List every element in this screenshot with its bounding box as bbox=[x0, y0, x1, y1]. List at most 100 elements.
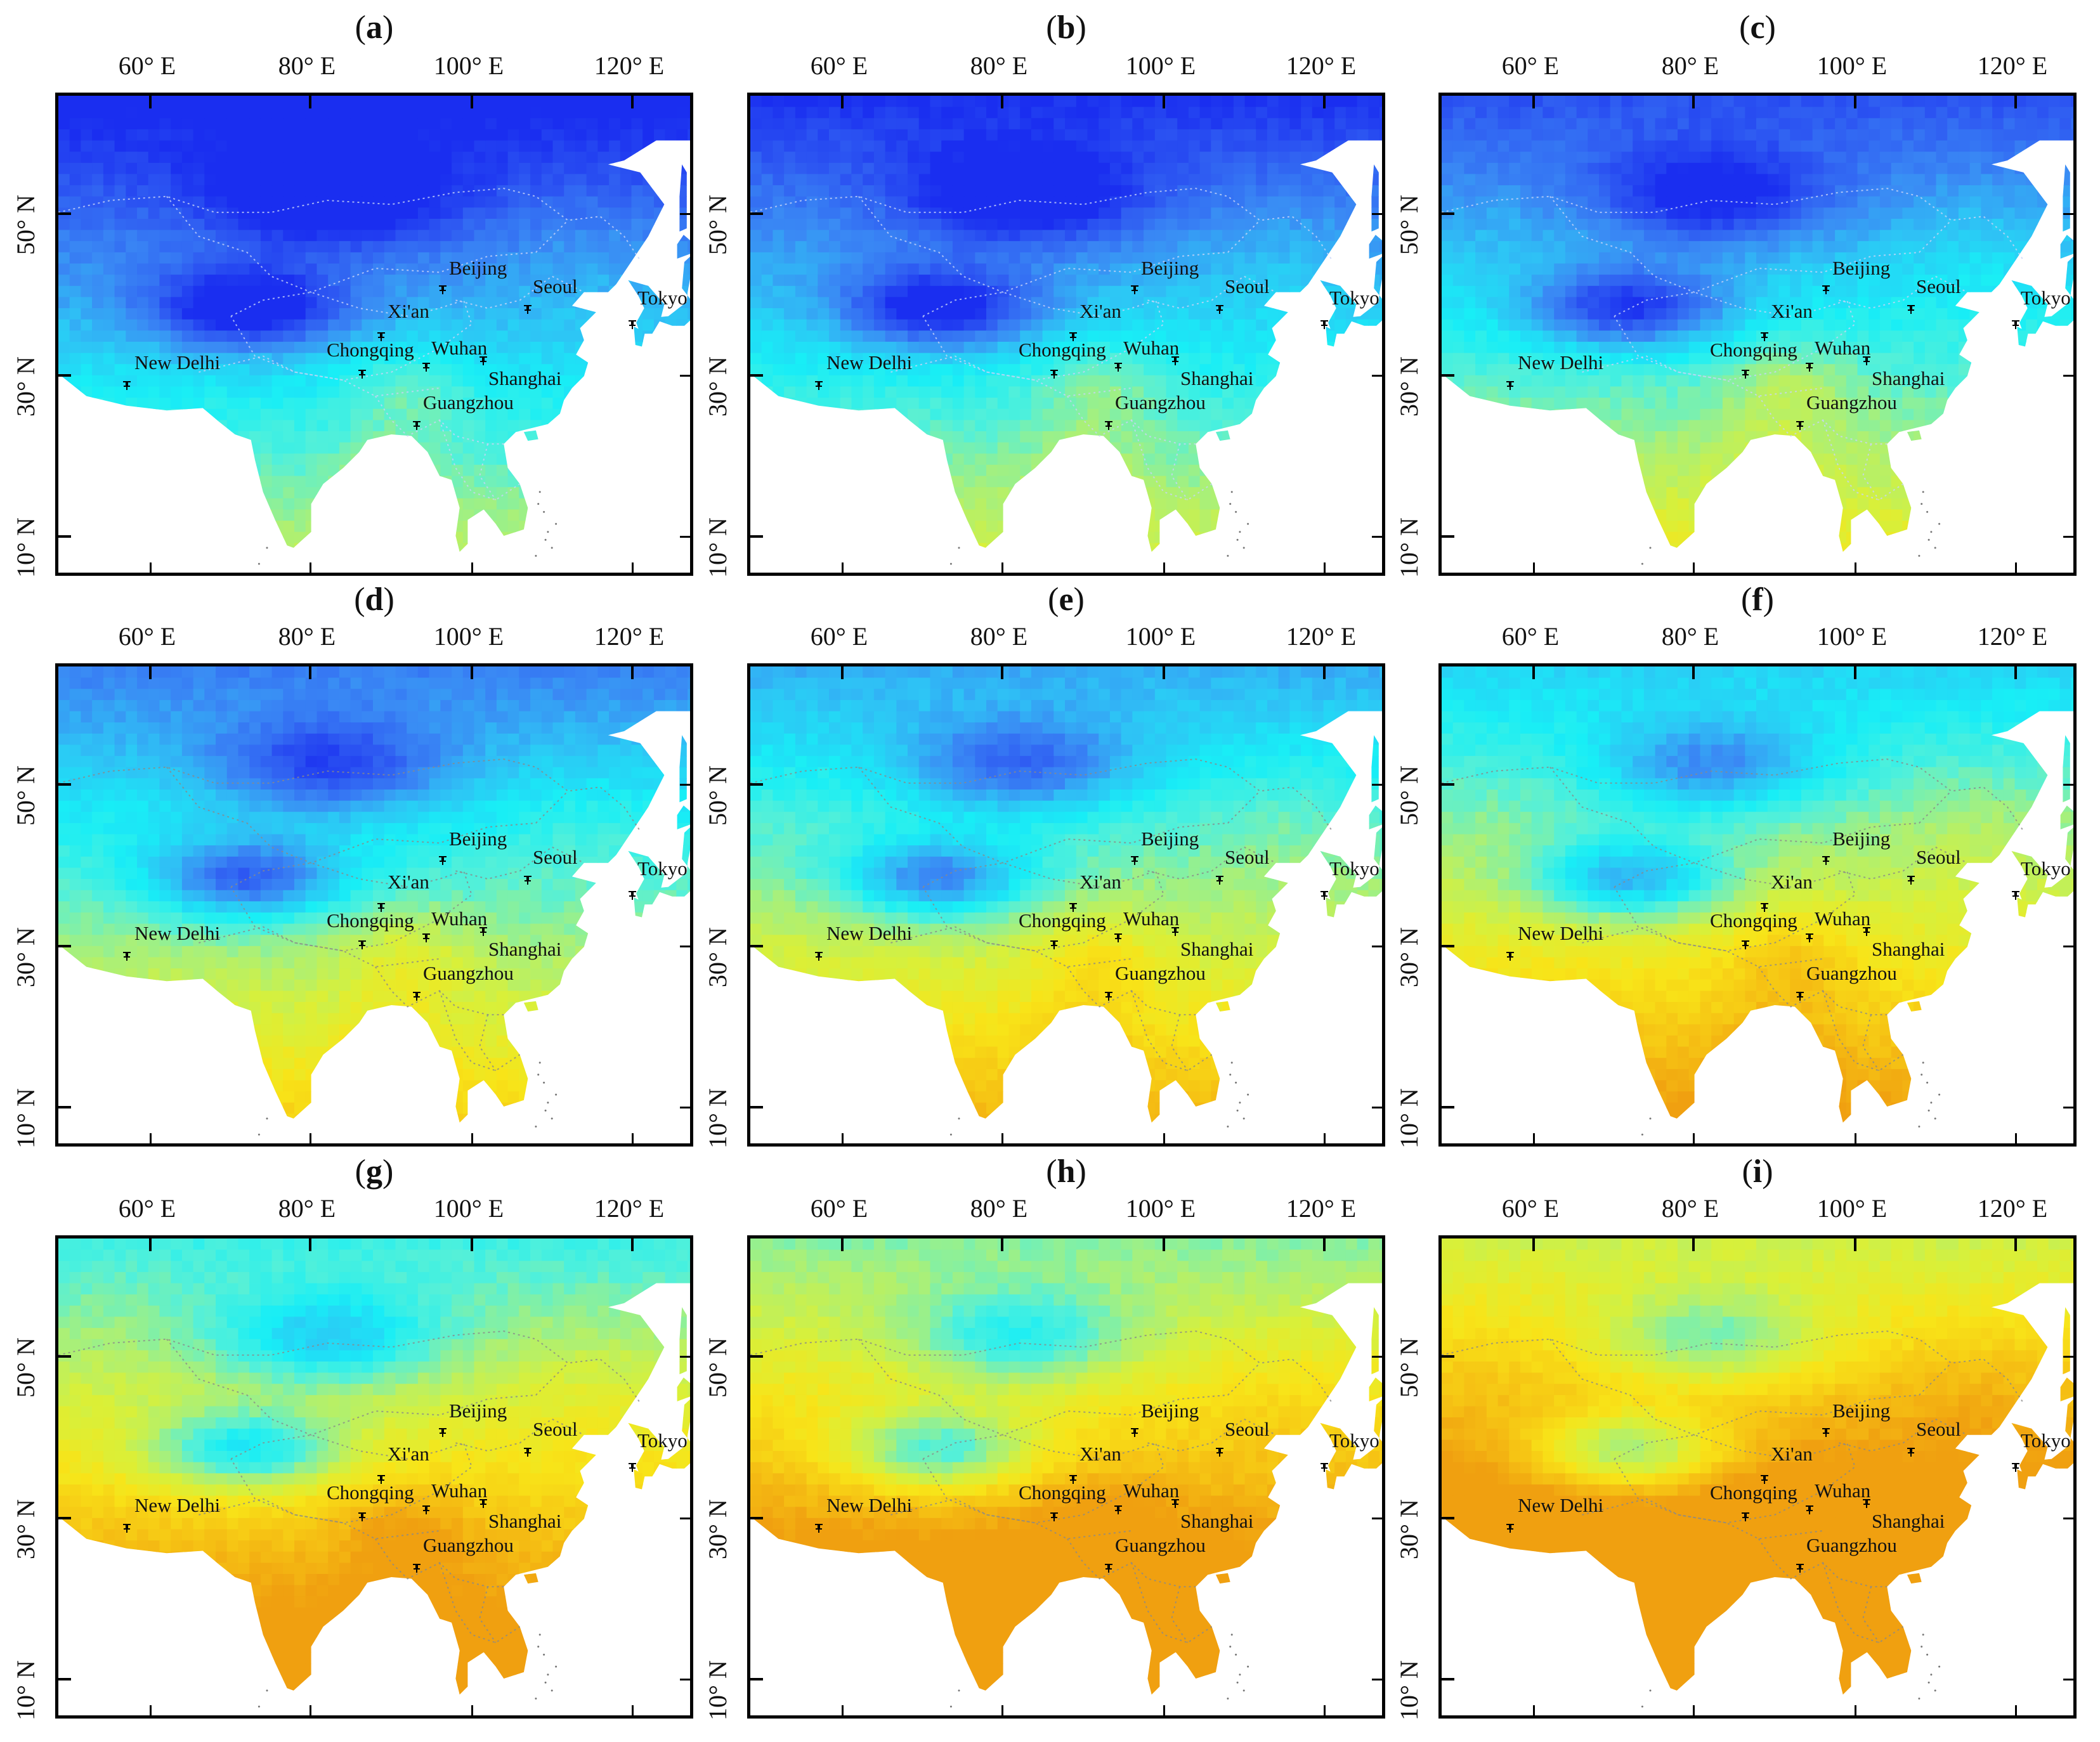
x-tick-label: 80° E bbox=[1662, 621, 1719, 651]
x-tick-mark bbox=[2014, 666, 2017, 679]
city-label: Shanghai bbox=[1180, 367, 1253, 390]
city-label: Tokyo bbox=[637, 287, 688, 309]
city-marker-icon bbox=[1171, 1499, 1179, 1508]
city-label: New Delhi bbox=[134, 351, 220, 374]
y-tick-label: 50° N bbox=[1394, 765, 1424, 826]
x-tick-mark bbox=[150, 1705, 152, 1715]
city-label: New Delhi bbox=[1518, 922, 1603, 945]
city-marker-icon bbox=[1114, 363, 1122, 372]
city-marker-icon bbox=[524, 1448, 532, 1457]
city-label: Beijing bbox=[1832, 1400, 1890, 1422]
x-tick-mark bbox=[310, 562, 311, 573]
city-marker-icon bbox=[479, 356, 487, 365]
city-label: Xi'an bbox=[1771, 1443, 1813, 1466]
y-tick-mark bbox=[1372, 1356, 1382, 1358]
city-label: Chongqing bbox=[327, 339, 414, 361]
city-label: Chongqing bbox=[1019, 339, 1106, 361]
city-label: Chongqing bbox=[1710, 339, 1797, 361]
map-frame: Beijing Seoul Tokyo Xi'an Chongqing Wuhan Shan… bbox=[747, 93, 1385, 576]
x-tick-mark bbox=[631, 96, 634, 108]
city-marker-icon bbox=[1050, 370, 1058, 379]
x-tick-mark bbox=[310, 1705, 311, 1715]
y-tick-mark bbox=[58, 1678, 71, 1680]
city-label: Beijing bbox=[449, 828, 507, 850]
city-marker-icon bbox=[358, 1512, 366, 1521]
city-marker-icon bbox=[629, 1463, 636, 1472]
heat-cells bbox=[58, 666, 690, 1123]
city-label: Guangzhou bbox=[423, 1534, 514, 1557]
x-tick-mark bbox=[1532, 1238, 1535, 1251]
city-marker-icon bbox=[1863, 927, 1870, 936]
city-label: Tokyo bbox=[1329, 287, 1379, 309]
heatmap-canvas bbox=[750, 666, 1382, 1136]
y-tick-label: 50° N bbox=[1394, 1337, 1424, 1398]
city-marker-icon bbox=[123, 1524, 131, 1533]
map-panel-a: (a) Beijing Seoul Tokyo Xi'an Chongqing Wuhan… bbox=[11, 10, 693, 578]
x-tick-mark bbox=[632, 1133, 634, 1143]
city-marker-icon bbox=[377, 1475, 385, 1484]
y-tick-mark bbox=[2063, 784, 2073, 786]
x-tick-label: 120° E bbox=[594, 621, 664, 651]
y-tick-mark bbox=[1372, 784, 1382, 786]
x-tick-mark bbox=[1855, 1133, 1856, 1143]
x-tick-mark bbox=[1854, 1238, 1856, 1251]
y-tick-mark bbox=[1372, 946, 1382, 947]
city-marker-icon bbox=[2012, 320, 2019, 329]
city-marker-icon bbox=[413, 421, 421, 430]
city-label: New Delhi bbox=[134, 922, 220, 945]
y-tick-mark bbox=[1372, 213, 1382, 215]
city-label: Chongqing bbox=[1019, 1481, 1106, 1504]
x-tick-label: 100° E bbox=[1817, 621, 1887, 651]
x-tick-mark bbox=[1001, 666, 1003, 679]
city-marker-icon bbox=[1796, 992, 1804, 1001]
city-label: Wuhan bbox=[1815, 337, 1870, 360]
city-label: Xi'an bbox=[1079, 1443, 1121, 1466]
city-label: Tokyo bbox=[2021, 857, 2071, 880]
city-label: New Delhi bbox=[826, 1494, 912, 1517]
city-marker-icon bbox=[524, 305, 532, 314]
heat-cells bbox=[750, 96, 1382, 552]
x-tick-mark bbox=[1533, 1705, 1535, 1715]
city-marker-icon bbox=[1822, 285, 1830, 294]
y-tick-mark bbox=[2063, 1356, 2073, 1358]
x-tick-mark bbox=[1854, 96, 1856, 108]
panel-label: (f) bbox=[1438, 581, 2077, 618]
city-marker-icon bbox=[815, 952, 823, 961]
y-tick-label: 30° N bbox=[1394, 927, 1424, 987]
heat-cells bbox=[750, 1238, 1382, 1695]
x-tick-label: 60° E bbox=[119, 1193, 176, 1223]
x-tick-mark bbox=[2015, 1133, 2017, 1143]
x-tick-mark bbox=[2014, 96, 2017, 108]
city-marker-icon bbox=[1069, 1475, 1077, 1484]
city-marker-icon bbox=[1506, 381, 1514, 390]
map-frame: Beijing Seoul Tokyo Xi'an Chongqing Wuhan Shan… bbox=[747, 1235, 1385, 1719]
x-tick-mark bbox=[471, 1133, 473, 1143]
x-tick-label: 120° E bbox=[1286, 621, 1356, 651]
map-panel-c: (c) Beijing Seoul Tokyo Xi'an Chongqing Wuhan… bbox=[1395, 10, 2077, 578]
panel-label: (i) bbox=[1438, 1153, 2077, 1190]
city-label: Seoul bbox=[1916, 1418, 1961, 1441]
y-tick-label: 30° N bbox=[11, 356, 41, 417]
city-marker-icon bbox=[1742, 370, 1749, 379]
map-panel-f: (f) Beijing Seoul Tokyo Xi'an Chongqing Wuhan… bbox=[1395, 582, 2077, 1148]
y-tick-mark bbox=[750, 1678, 763, 1680]
city-marker-icon bbox=[1069, 332, 1077, 341]
x-tick-label: 60° E bbox=[811, 51, 868, 81]
x-tick-mark bbox=[1692, 666, 1695, 679]
country-borders bbox=[58, 758, 641, 1136]
city-marker-icon bbox=[422, 363, 430, 372]
x-tick-mark bbox=[1001, 562, 1003, 573]
city-label: Shanghai bbox=[1872, 1510, 1945, 1533]
city-marker-icon bbox=[358, 370, 366, 379]
y-tick-label: 30° N bbox=[703, 927, 733, 987]
city-marker-icon bbox=[1506, 952, 1514, 961]
city-label: Guangzhou bbox=[1115, 962, 1206, 985]
city-marker-icon bbox=[439, 856, 447, 865]
city-marker-icon bbox=[1796, 1564, 1804, 1573]
y-tick-label: 30° N bbox=[703, 356, 733, 417]
y-tick-mark bbox=[680, 946, 690, 947]
x-tick-label: 120° E bbox=[1286, 51, 1356, 81]
city-marker-icon bbox=[1907, 1448, 1915, 1457]
y-tick-label: 50° N bbox=[1394, 195, 1424, 255]
x-tick-mark bbox=[1532, 666, 1535, 679]
